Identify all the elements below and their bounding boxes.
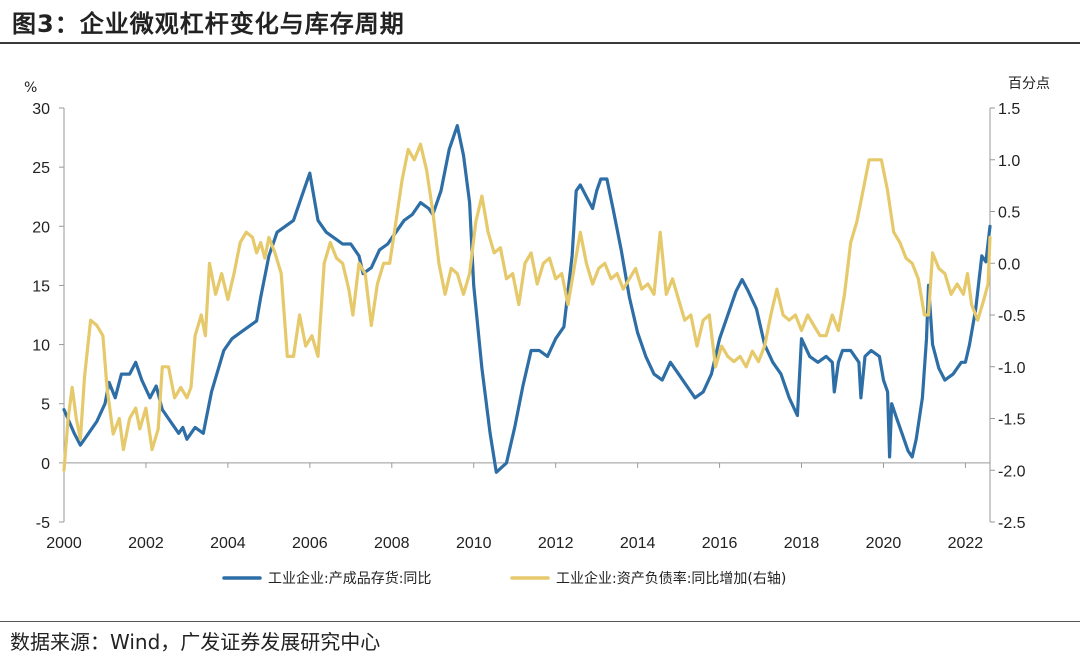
x-tick-label: 2010	[456, 535, 492, 552]
left-tick-label: -5	[36, 515, 50, 532]
chart: -5 0 5 10 15 20 25 30 -2.5 -2.0 -1.5 -1.0 -0.5 0.0 0.5…	[24, 76, 1050, 587]
right-tick-label: 1.5	[998, 101, 1020, 118]
right-tick-label: -1.0	[998, 360, 1026, 377]
left-tick-label: 30	[32, 101, 50, 118]
right-tick-label: 0.5	[998, 205, 1020, 222]
source-divider	[0, 621, 1080, 622]
left-tick-label: 0	[41, 456, 50, 473]
x-tick-label: 2022	[948, 535, 984, 552]
x-tick-label: 2002	[128, 535, 164, 552]
right-tick-label: -1.5	[998, 412, 1026, 429]
x-tick-label: 2018	[784, 535, 820, 552]
right-tick-label: -2.5	[998, 515, 1026, 532]
left-axis-unit: %	[24, 80, 37, 96]
x-tick-label: 2004	[210, 535, 246, 552]
source-note: 数据来源：Wind，广发证券发展研究中心	[10, 630, 381, 654]
legend-label: 工业企业:资产负债率:同比增加(右轴)	[556, 570, 786, 587]
title-divider	[0, 42, 1080, 44]
legend-label: 工业企业:产成品存货:同比	[268, 570, 431, 587]
x-tick-label: 2016	[702, 535, 738, 552]
x-tick-label: 2020	[866, 535, 902, 552]
x-tick-label: 2008	[374, 535, 410, 552]
right-tick-label: -2.0	[998, 463, 1026, 480]
right-axis-unit: 百分点	[1008, 76, 1050, 92]
left-tick-label: 25	[32, 160, 50, 177]
left-tick-label: 15	[32, 278, 50, 295]
series-line-inventory	[62, 124, 992, 474]
x-tick-label: 2006	[292, 535, 328, 552]
right-tick-label: -0.5	[998, 308, 1026, 325]
page-title: 图3：企业微观杠杆变化与库存周期	[12, 10, 405, 38]
left-tick-label: 20	[32, 219, 50, 236]
x-tick-label: 2014	[620, 535, 656, 552]
right-tick-label: 1.0	[998, 153, 1020, 170]
left-tick-label: 10	[32, 338, 50, 355]
x-tick-label: 2012	[538, 535, 574, 552]
left-tick-label: 5	[41, 397, 50, 414]
x-tick-label: 2000	[46, 535, 82, 552]
right-tick-label: 0.0	[998, 256, 1020, 273]
series-line-debt-ratio	[62, 142, 992, 472]
